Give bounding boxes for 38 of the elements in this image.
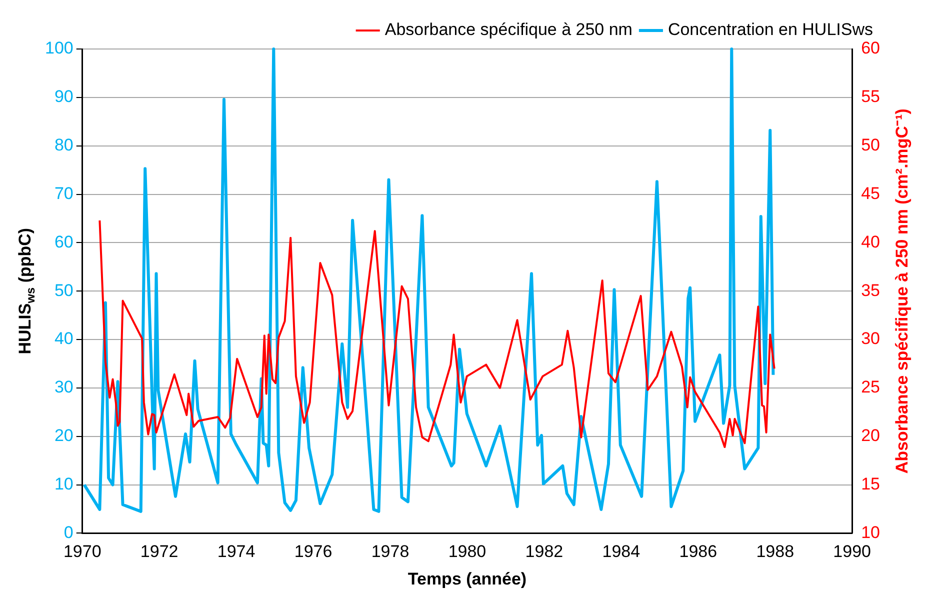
legend-label: Concentration en HULISws (668, 20, 873, 40)
x-tick-label: 1970 (63, 542, 102, 562)
y-tick-label: 80 (54, 136, 74, 155)
legend-label: Absorbance spécifique à 250 nm (384, 20, 632, 40)
x-tick-label: 1982 (525, 542, 564, 562)
y-tick-label: 30 (54, 378, 74, 397)
y-tick-label: 70 (54, 184, 74, 203)
y2-tick-label: 15 (861, 474, 880, 494)
x-tick-label: 1974 (217, 542, 256, 562)
x-tick-label: 1980 (448, 542, 486, 562)
x-tick-label: 1988 (756, 542, 794, 562)
y-tick-label: 0 (64, 522, 74, 542)
y2-tick-label: 55 (861, 87, 880, 106)
x-tick-label: 1984 (602, 542, 640, 562)
y2-tick-label: 30 (861, 329, 880, 348)
y2-tick-label: 25 (861, 378, 880, 397)
y-axis-title: HULISws (ppbC) (16, 228, 38, 354)
y-tick-label: 10 (54, 474, 74, 494)
y-tick-label: 100 (44, 38, 74, 58)
x-tick-label: 1986 (679, 542, 718, 562)
y2-tick-label: 45 (861, 184, 880, 203)
y-tick-label: 40 (54, 329, 74, 348)
y-tick-label: 20 (54, 426, 74, 446)
y2-tick-label: 40 (861, 232, 880, 252)
y-tick-label: 50 (54, 280, 74, 300)
y2-tick-label: 35 (861, 280, 880, 300)
y-tick-label: 60 (54, 232, 74, 252)
x-tick-label: 1972 (140, 542, 178, 562)
x-tick-label: 1978 (371, 542, 410, 562)
x-axis-title: Temps (année) (408, 569, 527, 588)
y2-tick-label: 10 (861, 522, 880, 542)
y2-tick-label: 60 (861, 38, 880, 58)
x-tick-label: 1976 (294, 542, 332, 562)
y-tick-label: 90 (54, 87, 74, 106)
x-tick-label: 1990 (833, 542, 872, 562)
y2-tick-label: 20 (861, 426, 880, 446)
y2-tick-label: 50 (861, 136, 880, 155)
y2-axis-title: Absorbance spécifique à 250 nm (cm².mgC⁻¹) (892, 108, 912, 474)
